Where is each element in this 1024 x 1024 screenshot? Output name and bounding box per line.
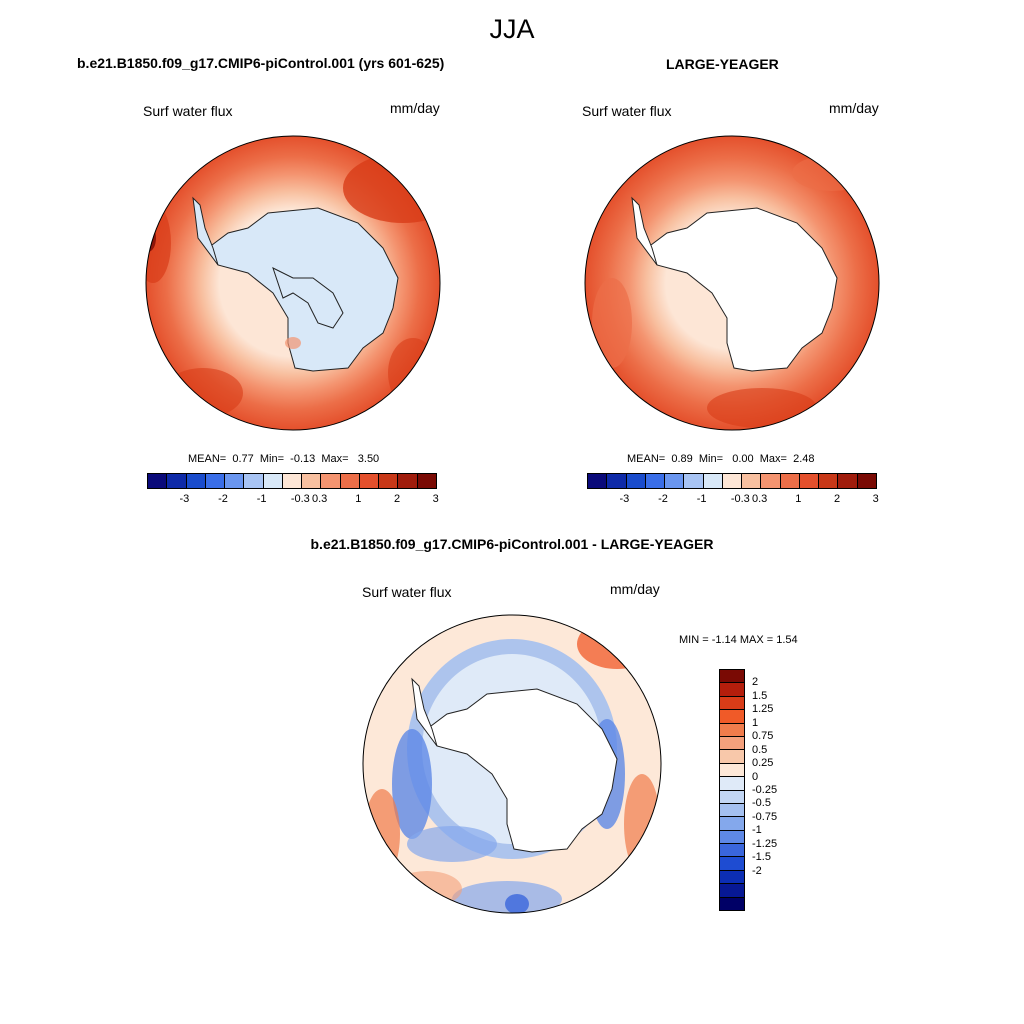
colorbar-swatch [186, 474, 206, 488]
colorbar-tick-label: 2 [833, 493, 841, 505]
colorbar-swatch [703, 474, 723, 488]
colorbar-tick-label: -2 [218, 493, 228, 505]
diff-colorbar-tick-label: 2 [752, 676, 759, 689]
colorbar-swatch [417, 474, 436, 488]
diff-minmax: MIN = -1.14 MAX = 1.54 [679, 634, 798, 646]
colorbar-swatch [398, 474, 418, 488]
colorbar-swatch [819, 474, 839, 488]
panel2-stats: MEAN= 0.89 Min= 0.00 Max= 2.48 [627, 453, 815, 465]
colorbar-swatch [645, 474, 666, 488]
colorbar-tick-label: 0.3 [752, 493, 768, 505]
diff-colorbar-tick-label: -1 [752, 824, 762, 837]
colorbar-tick-label: 3 [432, 493, 439, 505]
colorbar-swatch [838, 474, 858, 488]
colorbar-swatch [244, 474, 264, 488]
colorbar-tick-label: 1 [355, 493, 362, 505]
panel2-units-label: mm/day [829, 100, 879, 116]
colorbar-swatch [857, 474, 876, 488]
colorbar-swatch [340, 474, 360, 488]
colorbar-swatch [302, 474, 322, 488]
colorbar-swatch [742, 474, 762, 488]
colorbar-swatch [359, 474, 380, 488]
colorbar-swatch [684, 474, 704, 488]
diff-colorbar-tick-label: 1.25 [752, 703, 774, 716]
colorbar-swatch [607, 474, 627, 488]
colorbar-swatch [225, 474, 245, 488]
colorbar-swatch [263, 474, 283, 488]
colorbar-swatch [379, 474, 399, 488]
colorbar-swatch [321, 474, 341, 488]
colorbar-tick-label: -2 [658, 493, 668, 505]
colorbar-tick-label: 2 [393, 493, 401, 505]
diff-colorbar-tick-label: -0.75 [752, 810, 778, 823]
colorbar-swatch [799, 474, 820, 488]
colorbar-swatch [588, 474, 608, 488]
diff-colorbar-tick-label: 1 [752, 716, 759, 729]
colorbar-swatch [148, 474, 168, 488]
panel2-variable-label: Surf water flux [582, 103, 672, 119]
diff-colorbar-tick-label: -0.25 [752, 784, 778, 796]
diff-colorbar-tick-label: 1.5 [752, 689, 768, 702]
diff-colorbar-swatch [720, 696, 744, 711]
colorbar-swatch [665, 474, 685, 488]
colorbar-tick-label: 3 [872, 493, 879, 505]
figure-title: JJA [489, 14, 535, 44]
diff-colorbar-tick-label: -1.25 [752, 837, 778, 850]
diff-colorbar-swatch [720, 884, 744, 898]
colorbar-swatch [722, 474, 743, 488]
colorbar-tick-label: -0.3 [290, 493, 310, 505]
diff-units-label: mm/day [610, 581, 660, 597]
colorbar-swatch [626, 474, 646, 488]
diff-colorbar-tick-label: 0.5 [752, 743, 768, 756]
diff-colorbar-swatch [720, 844, 744, 858]
panel2-colorbar [587, 473, 877, 489]
diff-colorbar-swatch [720, 803, 744, 818]
diff-colorbar-tick-label: 0 [752, 770, 759, 783]
colorbar-tick-label: -3 [179, 493, 190, 505]
diff-case-title: b.e21.B1850.f09_g17.CMIP6-piControl.001 … [310, 536, 714, 552]
colorbar-tick-label: -1 [696, 493, 707, 505]
diff-variable-label: Surf water flux [362, 584, 452, 600]
panel1-variable-label: Surf water flux [143, 103, 233, 119]
colorbar-swatch [761, 474, 781, 488]
colorbar-swatch [167, 474, 187, 488]
diff-polar-map [362, 614, 662, 914]
colorbar-tick-label: -3 [619, 493, 630, 505]
diff-colorbar-swatch [720, 763, 744, 778]
panel1-colorbar [147, 473, 437, 489]
colorbar-tick-label: 1 [795, 493, 802, 505]
diff-colorbar-tick-label: -0.5 [752, 797, 771, 810]
panel1-stats: MEAN= 0.77 Min= -0.13 Max= 3.50 [188, 453, 380, 465]
diff-colorbar-swatch [720, 857, 744, 871]
diff-colorbar-tick-label: 0.25 [752, 757, 774, 770]
colorbar-tick-label: -1 [256, 493, 267, 505]
panel2-case-title: LARGE-YEAGER [666, 56, 779, 72]
colorbar-tick-label: -0.3 [730, 493, 750, 505]
diff-colorbar-swatch [720, 817, 744, 831]
diff-colorbar-swatch [720, 897, 744, 911]
diff-colorbar-swatch [720, 790, 744, 804]
colorbar-swatch [205, 474, 226, 488]
diff-colorbar-swatch [720, 870, 744, 885]
colorbar-swatch [282, 474, 303, 488]
panel1-units-label: mm/day [390, 100, 440, 116]
diff-colorbar-tick-label: -1.5 [752, 851, 771, 864]
diff-colorbar-tick-label: 0.75 [752, 730, 774, 743]
colorbar-swatch [780, 474, 800, 488]
diff-colorbar-swatch [720, 670, 744, 684]
diff-colorbar-swatch [720, 750, 744, 764]
diff-colorbar-swatch [720, 683, 744, 697]
diff-colorbar-tick-label: -2 [752, 864, 762, 877]
diff-colorbar-swatch [720, 830, 744, 845]
panel1-case-title: b.e21.B1850.f09_g17.CMIP6-piControl.001 … [77, 55, 445, 71]
diff-colorbar-swatch [720, 710, 744, 724]
colorbar-tick-label: 0.3 [312, 493, 328, 505]
panel1-polar-map [145, 135, 441, 431]
diff-colorbar-swatch [720, 723, 744, 737]
diff-colorbar [719, 669, 745, 911]
diff-colorbar-swatch [720, 736, 744, 751]
diff-colorbar-swatch [720, 777, 744, 791]
panel2-polar-map [584, 135, 880, 431]
